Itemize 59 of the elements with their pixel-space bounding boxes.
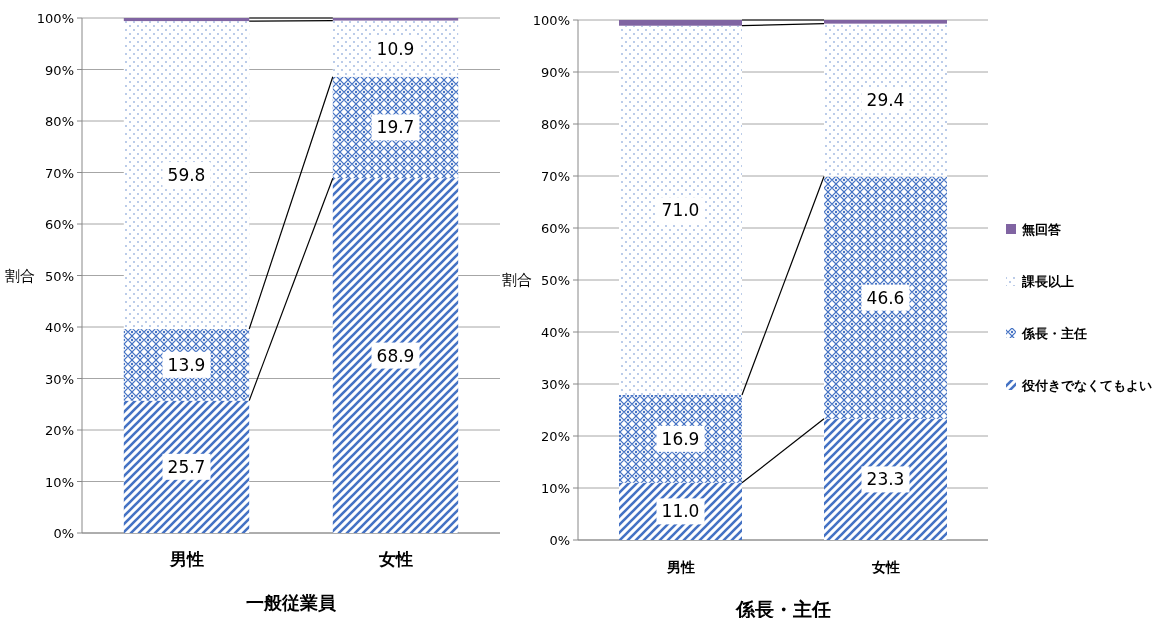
data-label: 10.9 — [376, 38, 415, 59]
y-tick-label: 80% — [45, 114, 74, 129]
data-label: 71.0 — [661, 200, 700, 221]
y-tick-label: 80% — [541, 117, 570, 132]
x-axis-title: 一般従業員 — [246, 592, 337, 613]
x-tick-label: 女性 — [377, 549, 413, 569]
bar — [824, 418, 947, 540]
y-tick-label: 40% — [45, 320, 74, 335]
data-label: 59.8 — [167, 165, 206, 186]
y-axis-title: 割合 — [5, 266, 35, 285]
legend-label: 課長以上 — [1021, 274, 1074, 289]
x-tick-label: 男性 — [665, 559, 695, 575]
y-tick-label: 20% — [45, 423, 74, 438]
y-tick-label: 40% — [541, 325, 570, 340]
data-label: 46.6 — [866, 287, 905, 308]
y-tick-label: 50% — [45, 268, 74, 284]
y-tick-label: 30% — [45, 371, 74, 387]
y-tick-label: 10% — [541, 481, 570, 496]
y-tick-label: 60% — [541, 221, 570, 236]
data-label: 13.9 — [167, 354, 206, 375]
y-tick-label: 20% — [541, 429, 570, 444]
bar — [332, 18, 459, 21]
x-tick-label: 男性 — [168, 549, 204, 569]
data-label: 25.7 — [167, 456, 206, 477]
bar — [332, 178, 459, 533]
y-tick-label: 60% — [45, 217, 74, 232]
bar — [123, 21, 250, 330]
y-tick-label: 0% — [549, 533, 570, 548]
legend-label: 役付きでなくてもよい — [1021, 378, 1152, 393]
y-tick-label: 90% — [45, 62, 74, 78]
bar — [824, 20, 947, 24]
data-label: 11.0 — [661, 501, 700, 522]
bar — [123, 329, 250, 401]
data-label: 68.9 — [376, 345, 415, 366]
bar — [332, 76, 459, 179]
y-tick-label: 70% — [45, 165, 74, 181]
y-tick-label: 70% — [541, 169, 570, 184]
bar — [619, 394, 742, 483]
y-tick-label: 100% — [36, 11, 74, 26]
data-label: 29.4 — [866, 90, 905, 111]
y-tick-label: 90% — [541, 65, 570, 80]
bar — [824, 176, 947, 419]
y-tick-label: 10% — [45, 474, 74, 490]
y-axis-title: 割合 — [502, 271, 532, 289]
legend-label: 無回答 — [1021, 222, 1061, 237]
bar — [123, 400, 250, 533]
y-tick-label: 100% — [532, 13, 570, 28]
bar — [123, 18, 250, 22]
y-tick-label: 30% — [541, 377, 570, 392]
x-axis-title: 係長・主任 — [734, 598, 831, 618]
bar — [619, 25, 742, 395]
y-tick-label: 0% — [53, 526, 74, 541]
y-tick-label: 50% — [541, 273, 570, 288]
data-label: 16.9 — [661, 428, 700, 449]
data-label: 23.3 — [866, 469, 905, 490]
legend-label: 係長・主任 — [1021, 326, 1087, 341]
x-tick-label: 女性 — [870, 559, 900, 575]
data-label: 19.7 — [376, 117, 415, 138]
bar — [619, 20, 742, 26]
